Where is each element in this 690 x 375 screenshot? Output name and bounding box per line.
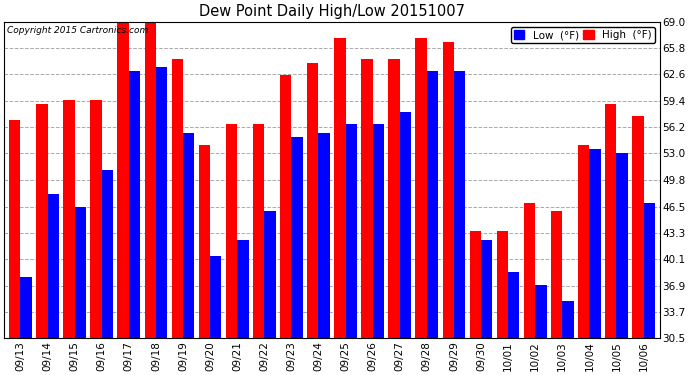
Bar — [454, 71, 465, 338]
Bar — [415, 38, 427, 338]
Bar — [21, 276, 32, 338]
Bar — [156, 67, 167, 338]
Bar — [63, 100, 75, 338]
Bar — [129, 71, 140, 338]
Bar — [117, 22, 129, 338]
Bar — [210, 256, 221, 338]
Bar — [226, 124, 237, 338]
Bar — [183, 133, 195, 338]
Bar — [632, 116, 644, 338]
Bar — [605, 104, 616, 338]
Bar — [524, 202, 535, 338]
Bar — [237, 240, 248, 338]
Bar — [481, 240, 493, 338]
Bar — [291, 137, 303, 338]
Bar — [578, 145, 589, 338]
Bar — [497, 231, 508, 338]
Bar — [551, 211, 562, 338]
Title: Dew Point Daily High/Low 20151007: Dew Point Daily High/Low 20151007 — [199, 4, 465, 19]
Bar — [90, 100, 101, 338]
Bar — [75, 207, 86, 338]
Bar — [470, 231, 481, 338]
Bar — [589, 149, 601, 338]
Bar — [535, 285, 546, 338]
Bar — [144, 22, 156, 338]
Bar — [388, 59, 400, 338]
Bar — [48, 194, 59, 338]
Bar — [319, 133, 330, 338]
Bar — [280, 75, 291, 338]
Bar — [442, 42, 454, 338]
Bar — [101, 170, 113, 338]
Bar — [36, 104, 48, 338]
Bar — [334, 38, 346, 338]
Text: Copyright 2015 Cartronics.com: Copyright 2015 Cartronics.com — [8, 27, 148, 36]
Bar — [362, 59, 373, 338]
Bar — [373, 124, 384, 338]
Legend: Low  (°F), High  (°F): Low (°F), High (°F) — [511, 27, 655, 43]
Bar — [346, 124, 357, 338]
Bar — [199, 145, 210, 338]
Bar — [253, 124, 264, 338]
Bar — [427, 71, 438, 338]
Bar — [307, 63, 319, 338]
Bar — [562, 301, 573, 338]
Bar — [644, 202, 655, 338]
Bar — [9, 120, 21, 338]
Bar — [616, 153, 628, 338]
Bar — [400, 112, 411, 338]
Bar — [172, 59, 183, 338]
Bar — [264, 211, 275, 338]
Bar — [508, 272, 520, 338]
